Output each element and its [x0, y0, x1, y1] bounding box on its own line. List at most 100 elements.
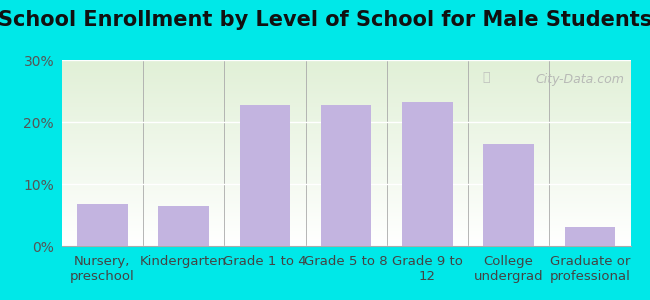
Bar: [62, 76, 630, 77]
Bar: [62, 139, 630, 140]
Bar: [62, 96, 630, 97]
Bar: [62, 225, 630, 226]
Bar: [62, 136, 630, 137]
Bar: [62, 212, 630, 213]
Bar: [62, 174, 630, 175]
Bar: [62, 169, 630, 170]
Bar: [62, 112, 630, 113]
Bar: [62, 180, 630, 181]
Bar: [62, 241, 630, 242]
Bar: [62, 119, 630, 120]
Bar: [62, 148, 630, 149]
Bar: [240, 105, 290, 246]
Bar: [62, 105, 630, 106]
Bar: [62, 72, 630, 73]
Bar: [77, 204, 127, 246]
Bar: [62, 71, 630, 72]
Bar: [62, 176, 630, 177]
Bar: [62, 226, 630, 227]
Bar: [62, 211, 630, 212]
Bar: [62, 154, 630, 155]
Bar: [62, 181, 630, 182]
Bar: [62, 191, 630, 192]
Bar: [62, 130, 630, 131]
Bar: [62, 171, 630, 172]
Bar: [62, 177, 630, 178]
Bar: [62, 204, 630, 205]
Bar: [62, 215, 630, 216]
Bar: [62, 161, 630, 162]
Bar: [62, 196, 630, 197]
Bar: [62, 228, 630, 229]
Bar: [62, 178, 630, 179]
Bar: [62, 155, 630, 156]
Bar: [62, 66, 630, 67]
Bar: [62, 221, 630, 222]
Bar: [62, 159, 630, 160]
Bar: [62, 156, 630, 157]
Bar: [62, 75, 630, 76]
Bar: [62, 234, 630, 235]
Bar: [62, 113, 630, 114]
Bar: [62, 79, 630, 80]
Bar: [62, 147, 630, 148]
Bar: [62, 122, 630, 123]
Bar: [62, 115, 630, 116]
Bar: [62, 186, 630, 187]
Bar: [62, 193, 630, 194]
Bar: [62, 143, 630, 144]
Bar: [62, 69, 630, 70]
Bar: [62, 230, 630, 231]
Bar: [62, 219, 630, 220]
Bar: [62, 87, 630, 88]
Bar: [62, 63, 630, 64]
Bar: [62, 205, 630, 206]
Bar: [62, 98, 630, 99]
Bar: [62, 238, 630, 239]
Bar: [62, 88, 630, 89]
Bar: [62, 203, 630, 204]
Bar: [62, 135, 630, 136]
Bar: [62, 185, 630, 186]
Bar: [62, 190, 630, 191]
Bar: [62, 202, 630, 203]
Bar: [62, 85, 630, 86]
Bar: [62, 89, 630, 90]
Bar: [62, 164, 630, 165]
Bar: [62, 60, 630, 61]
Bar: [62, 103, 630, 104]
Bar: [62, 129, 630, 130]
Bar: [62, 244, 630, 245]
Bar: [62, 133, 630, 134]
Bar: [62, 162, 630, 163]
Bar: [62, 229, 630, 230]
Bar: [62, 231, 630, 232]
Bar: [62, 107, 630, 108]
Bar: [62, 158, 630, 159]
Bar: [62, 125, 630, 126]
Bar: [62, 245, 630, 246]
Bar: [62, 111, 630, 112]
Bar: [62, 173, 630, 174]
Bar: [62, 120, 630, 121]
Bar: [62, 140, 630, 141]
Bar: [62, 97, 630, 98]
Bar: [62, 78, 630, 79]
Bar: [62, 77, 630, 78]
Bar: [62, 64, 630, 65]
Bar: [62, 95, 630, 96]
Bar: [62, 126, 630, 127]
Bar: [62, 132, 630, 133]
Bar: [62, 189, 630, 190]
Text: City-Data.com: City-Data.com: [536, 73, 625, 86]
Bar: [62, 197, 630, 198]
Bar: [62, 235, 630, 236]
Bar: [62, 151, 630, 152]
Bar: [62, 102, 630, 103]
Bar: [62, 194, 630, 195]
Text: School Enrollment by Level of School for Male Students: School Enrollment by Level of School for…: [0, 11, 650, 31]
Bar: [62, 157, 630, 158]
Bar: [62, 242, 630, 243]
Bar: [62, 240, 630, 241]
Bar: [62, 106, 630, 107]
